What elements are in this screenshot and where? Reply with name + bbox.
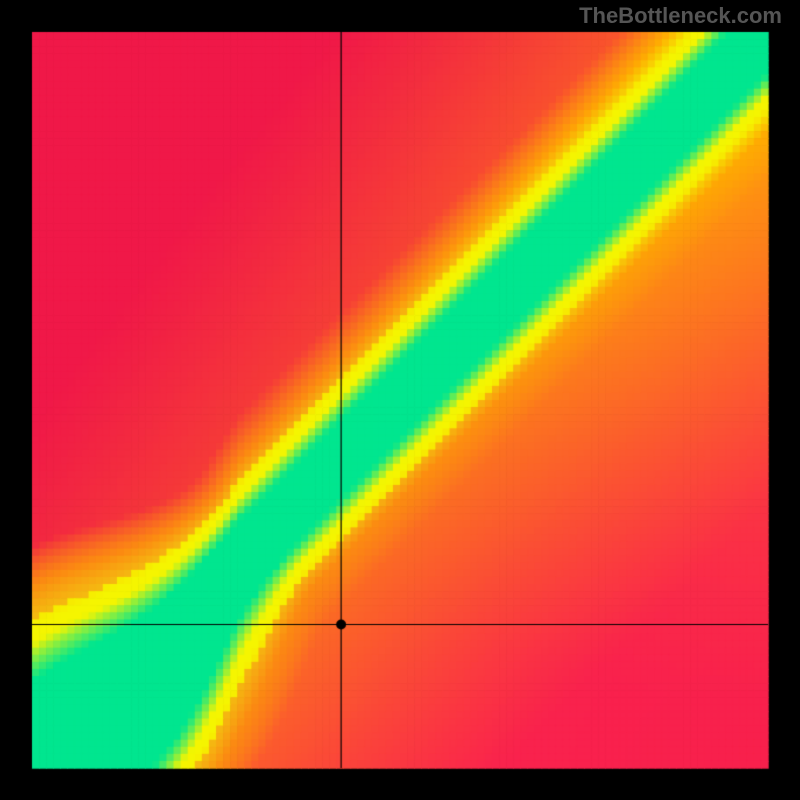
watermark-text: TheBottleneck.com bbox=[579, 3, 782, 29]
chart-container: TheBottleneck.com bbox=[0, 0, 800, 800]
bottleneck-heatmap bbox=[0, 0, 800, 800]
